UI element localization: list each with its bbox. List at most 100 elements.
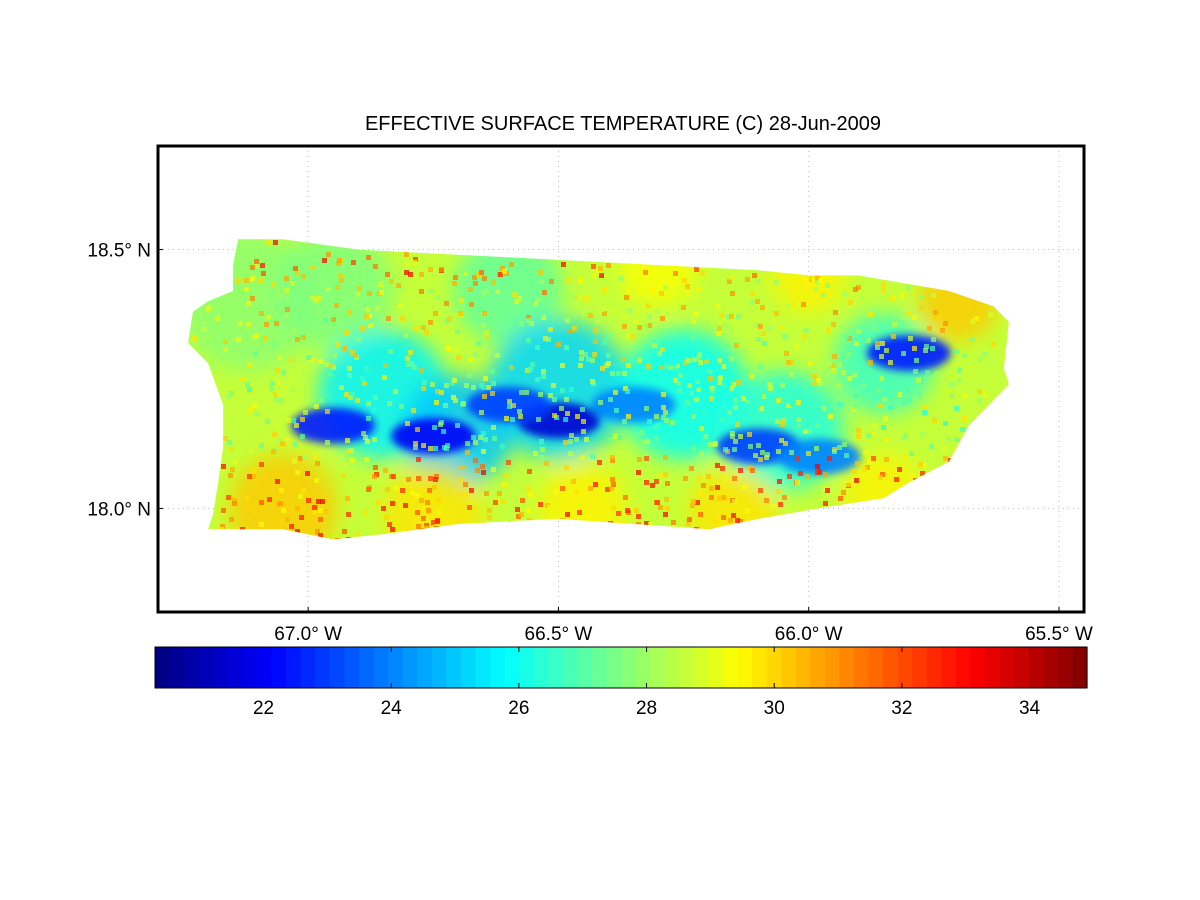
noise-pixel (526, 318, 531, 323)
noise-pixel (780, 422, 785, 427)
noise-pixel (223, 347, 228, 352)
noise-pixel (246, 322, 251, 327)
noise-pixel (899, 294, 904, 299)
noise-pixel (472, 275, 477, 280)
noise-pixel (685, 400, 690, 405)
noise-pixel (326, 252, 331, 257)
noise-pixel (749, 374, 754, 379)
noise-pixel (410, 491, 415, 496)
noise-pixel (707, 369, 712, 374)
noise-pixel (758, 324, 763, 329)
colorbar-band (766, 647, 782, 688)
noise-pixel (912, 346, 917, 351)
noise-pixel (508, 521, 513, 526)
noise-pixel (471, 435, 476, 440)
noise-pixel (552, 397, 557, 402)
noise-pixel (593, 482, 598, 487)
noise-pixel (683, 476, 688, 481)
longitude-tick-label: 66.5° W (525, 624, 593, 645)
noise-pixel (891, 334, 896, 339)
noise-pixel (292, 459, 297, 464)
noise-pixel (931, 293, 936, 298)
noise-pixel (674, 366, 679, 371)
noise-pixel (733, 439, 738, 444)
map-frame (156, 144, 1086, 614)
noise-pixel (552, 413, 557, 418)
noise-pixel (693, 312, 698, 317)
noise-pixel (491, 467, 496, 472)
noise-pixel (866, 433, 871, 438)
noise-pixel (855, 461, 860, 466)
noise-pixel (879, 376, 884, 381)
colorbar-band (810, 647, 826, 688)
noise-pixel (970, 319, 975, 324)
noise-pixel (611, 482, 616, 487)
noise-pixel (554, 489, 559, 494)
noise-pixel (479, 270, 484, 275)
noise-pixel (310, 265, 315, 270)
noise-pixel (230, 467, 235, 472)
noise-pixel (974, 316, 979, 321)
noise-pixel (484, 289, 489, 294)
colorbar-band (329, 647, 345, 688)
noise-pixel (856, 428, 861, 433)
noise-pixel (387, 522, 392, 527)
noise-pixel (372, 474, 377, 479)
noise-pixel (659, 291, 664, 296)
noise-pixel (962, 416, 967, 421)
colorbar-band (388, 647, 404, 688)
noise-pixel (391, 474, 396, 479)
noise-pixel (943, 421, 948, 426)
noise-pixel (626, 363, 631, 368)
noise-pixel (767, 382, 772, 387)
colorbar-band (431, 647, 447, 688)
noise-pixel (690, 335, 695, 340)
noise-pixel (290, 281, 295, 286)
noise-pixel (381, 506, 386, 511)
noise-pixel (237, 321, 242, 326)
noise-pixel (692, 357, 697, 362)
noise-pixel (246, 504, 251, 509)
noise-pixel (357, 286, 362, 291)
colorbar-band (198, 647, 214, 688)
noise-pixel (622, 324, 627, 329)
noise-pixel (590, 454, 595, 459)
noise-pixel (646, 303, 651, 308)
noise-pixel (201, 327, 206, 332)
noise-pixel (535, 377, 540, 382)
noise-pixel (622, 371, 627, 376)
noise-pixel (419, 289, 424, 294)
noise-pixel (729, 314, 734, 319)
colorbar-band (854, 647, 870, 688)
noise-pixel (498, 272, 503, 277)
noise-pixel (876, 462, 881, 467)
noise-pixel (611, 308, 616, 313)
noise-pixel (254, 333, 259, 338)
noise-pixel (455, 423, 460, 428)
noise-pixel (884, 348, 889, 353)
noise-pixel (365, 439, 370, 444)
noise-pixel (846, 482, 851, 487)
noise-pixel (719, 313, 724, 318)
noise-pixel (657, 351, 662, 356)
noise-pixel (543, 336, 548, 341)
noise-pixel (838, 385, 843, 390)
noise-pixel (903, 433, 908, 438)
noise-pixel (360, 326, 365, 331)
noise-pixel (419, 272, 424, 277)
noise-pixel (450, 381, 455, 386)
noise-pixel (717, 358, 722, 363)
noise-pixel (614, 408, 619, 413)
noise-pixel (759, 406, 764, 411)
noise-pixel (278, 501, 283, 506)
noise-pixel (541, 315, 546, 320)
noise-pixel (361, 431, 366, 436)
noise-pixel (930, 346, 935, 351)
noise-pixel (841, 370, 846, 375)
noise-pixel (677, 388, 682, 393)
noise-pixel (335, 285, 340, 290)
noise-pixel (484, 330, 489, 335)
noise-pixel (807, 429, 812, 434)
noise-pixel (913, 478, 918, 483)
noise-pixel (691, 446, 696, 451)
